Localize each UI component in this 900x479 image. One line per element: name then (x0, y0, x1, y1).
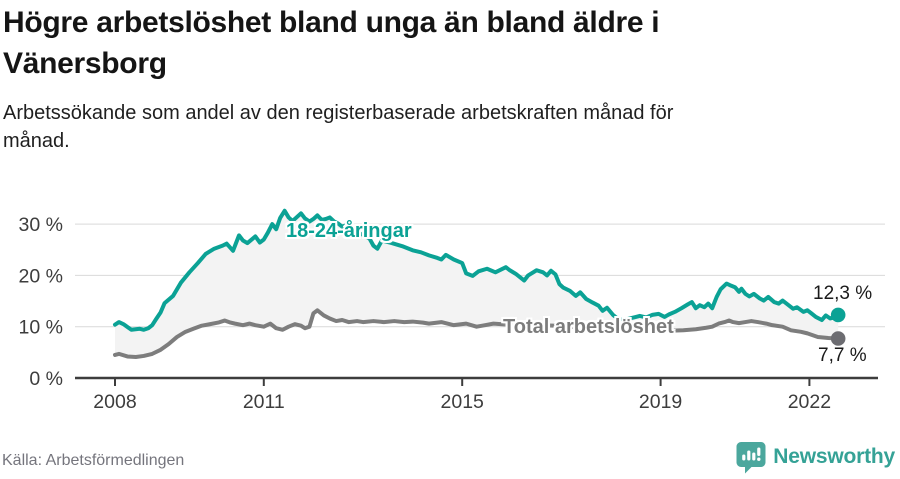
fill-between-series (115, 210, 839, 357)
y-tick-label-30: 30 % (19, 214, 63, 236)
newsworthy-logo: Newsworthy (736, 440, 895, 474)
brand-name: Newsworthy (773, 445, 895, 468)
series-line-1 (113, 308, 841, 359)
chart-subtitle: Arbetssökande som andel av den registerb… (3, 99, 883, 155)
subtitle-line-1: Arbetssökande som andel av den registerb… (3, 102, 674, 124)
newsworthy-badge-icon (736, 441, 766, 473)
header: Högre arbetslöshet bland unga än bland ä… (3, 2, 883, 155)
x-tick-label-2015: 2015 (441, 391, 485, 413)
end-value-label-total: 7,7 % (818, 345, 867, 366)
series-end-dot-0 (830, 307, 846, 323)
x-tick-label-2011: 2011 (243, 391, 285, 413)
series-line-0 (113, 208, 841, 332)
series-label-total: Total arbetslöshet (503, 316, 674, 338)
y-tick-label-20: 20 % (19, 265, 63, 287)
page-title: Högre arbetslöshet bland unga än bland ä… (3, 2, 883, 84)
y-tick-label-10: 10 % (19, 317, 63, 339)
x-tick-label-2008: 2008 (93, 391, 136, 413)
title-line-1: Högre arbetslöshet bland unga än bland ä… (3, 6, 660, 39)
source-credit: Källa: Arbetsförmedlingen (2, 452, 185, 469)
title-line-2: Vänersborg (3, 47, 167, 80)
end-value-label-young: 12,3 % (813, 283, 873, 304)
series-end-dot-1 (830, 331, 846, 346)
subtitle-line-2: månad. (3, 130, 70, 152)
x-tick-label-2019: 2019 (639, 391, 682, 413)
y-tick-label-0: 0 % (29, 368, 63, 390)
x-tick-label-2022: 2022 (788, 391, 831, 413)
series-label-young: 18-24-åringar (286, 220, 412, 242)
footer: Källa: Arbetsförmedlingen Newsworthy (0, 440, 900, 474)
